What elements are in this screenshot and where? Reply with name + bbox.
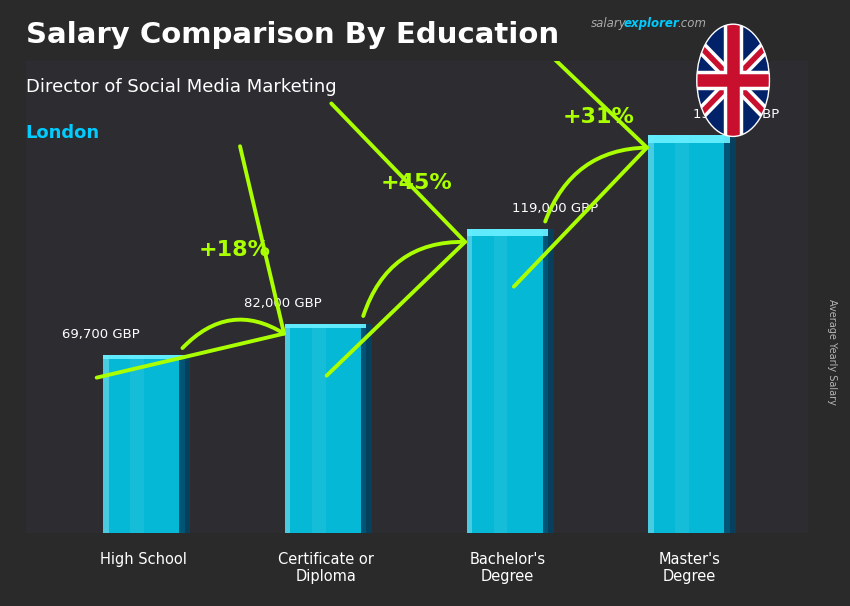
Text: salary: salary: [591, 17, 626, 30]
Bar: [360, 324, 372, 533]
Bar: [103, 355, 184, 533]
Bar: [312, 324, 326, 533]
FancyArrowPatch shape: [507, 15, 647, 287]
Bar: [285, 324, 291, 533]
Bar: [467, 229, 473, 533]
Text: Salary Comparison By Education: Salary Comparison By Education: [26, 21, 558, 49]
Bar: [130, 355, 144, 533]
FancyArrowPatch shape: [97, 146, 284, 378]
Text: London: London: [26, 124, 99, 142]
Bar: [285, 324, 366, 533]
Text: 156,000 GBP: 156,000 GBP: [694, 108, 779, 121]
Bar: [467, 229, 548, 533]
Text: 69,700 GBP: 69,700 GBP: [62, 328, 139, 341]
Bar: [724, 135, 736, 533]
Text: +18%: +18%: [199, 239, 270, 260]
Bar: [649, 135, 730, 144]
FancyArrowPatch shape: [326, 104, 465, 376]
Bar: [676, 135, 689, 533]
Bar: [467, 229, 548, 236]
Text: Average Yearly Salary: Average Yearly Salary: [827, 299, 837, 404]
Text: explorer: explorer: [624, 17, 679, 30]
Bar: [649, 135, 730, 533]
Text: 119,000 GBP: 119,000 GBP: [512, 202, 598, 215]
Bar: [285, 324, 366, 328]
Text: 82,000 GBP: 82,000 GBP: [244, 297, 321, 310]
Text: Director of Social Media Marketing: Director of Social Media Marketing: [26, 78, 336, 96]
Text: +45%: +45%: [381, 173, 452, 193]
Bar: [494, 229, 507, 533]
Text: +31%: +31%: [563, 107, 634, 127]
Bar: [542, 229, 554, 533]
Bar: [103, 355, 184, 359]
Bar: [178, 355, 190, 533]
Bar: [649, 135, 654, 533]
Text: .com: .com: [677, 17, 706, 30]
Bar: [103, 355, 109, 533]
